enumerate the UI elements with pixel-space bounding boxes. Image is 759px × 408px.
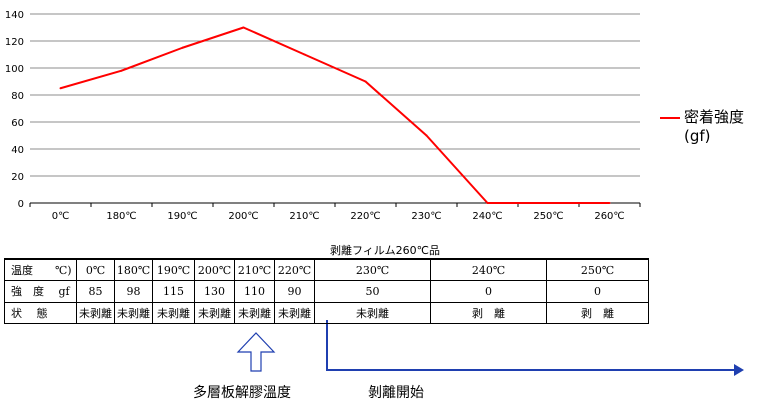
- data-point: [303, 53, 306, 56]
- table-cell: 240℃: [430, 258, 547, 282]
- annotation-arrows: [236, 320, 744, 376]
- table-cell: 剥 離: [430, 301, 547, 325]
- data-table: 温度 ℃) 0℃ 180℃ 190℃ 200℃ 210℃ 220℃ 230℃ 240℃ 250℃ 強…: [4, 258, 649, 325]
- data-point: [547, 202, 550, 204]
- delamination-temp-label: 多層板解膠溫度: [193, 385, 291, 401]
- data-point: [364, 80, 367, 83]
- up-arrow-icon: [236, 332, 276, 372]
- y-tick-label: 20: [11, 172, 24, 183]
- x-tick-label: 0℃: [52, 211, 70, 222]
- table-row: 状 態未剥離 未剥離 未剥離 未剥離 未剥離 未剥離 未剥離剥 離剥 離: [4, 301, 649, 325]
- y-axis: 0 20 40 60 80 100 120 140: [5, 10, 24, 210]
- table-cell: 180℃: [114, 258, 153, 282]
- row-header: 強 度 gf: [4, 280, 77, 303]
- table-cell: 未剥離: [314, 301, 431, 325]
- table-cell: 220℃: [274, 258, 315, 282]
- table-caption: 剥離フィルム260℃品: [330, 244, 440, 257]
- y-tick-label: 120: [5, 37, 24, 48]
- legend-label-line1: 密着強度: [684, 108, 745, 126]
- y-tick-label: 60: [11, 118, 24, 129]
- x-tick-label: 190℃: [167, 211, 197, 222]
- table-cell: 未剥離: [152, 301, 195, 325]
- table-cell: 未剥離: [234, 301, 275, 325]
- x-tick-label: 240℃: [472, 211, 502, 222]
- peel-start-label: 剝離開始: [368, 385, 424, 401]
- table-cell: 50: [314, 280, 431, 303]
- x-tick-label: 220℃: [350, 211, 380, 222]
- chart-series: [59, 26, 611, 204]
- x-tick-label: 210℃: [289, 211, 319, 222]
- table-cell: 130: [194, 280, 235, 303]
- table-cell: 210℃: [234, 258, 275, 282]
- chart-legend: 密着強度 (gf): [660, 108, 759, 146]
- table-row: 温度 ℃) 0℃ 180℃ 190℃ 200℃ 210℃ 220℃ 230℃ 240℃ 250℃: [4, 258, 649, 282]
- x-tick-label: 230℃: [411, 211, 441, 222]
- x-tick-label: 250℃: [533, 211, 563, 222]
- table-cell: 0: [430, 280, 547, 303]
- data-point: [181, 46, 184, 49]
- data-point: [486, 202, 489, 204]
- series-line: [60, 26, 610, 204]
- table-cell: 110: [234, 280, 275, 303]
- y-tick-label: 140: [5, 10, 24, 21]
- table-cell: 未剥離: [76, 301, 115, 325]
- table-cell: 200℃: [194, 258, 235, 282]
- table-cell: 90: [274, 280, 315, 303]
- table-cell: 85: [76, 280, 115, 303]
- x-axis: 0℃ 180℃ 190℃ 200℃ 210℃ 220℃ 230℃ 240℃ 250℃ 260℃: [29, 202, 641, 222]
- data-point: [425, 134, 428, 137]
- legend-label: 密着強度 (gf): [684, 108, 759, 146]
- table-cell: 190℃: [152, 258, 195, 282]
- x-tick-label: 200℃: [228, 211, 258, 222]
- table-cell: 未剥離: [194, 301, 235, 325]
- y-tick-label: 100: [5, 64, 24, 75]
- x-tick-label: 260℃: [594, 211, 624, 222]
- y-tick-label: 40: [11, 145, 24, 156]
- table-cell: 0: [546, 280, 649, 303]
- row-header: 状 態: [4, 301, 77, 325]
- data-point: [242, 26, 245, 29]
- chart-gridlines: [30, 13, 640, 204]
- table-cell: 未剥離: [274, 301, 315, 325]
- right-arrow-line: [326, 320, 738, 371]
- y-tick-label: 80: [11, 91, 24, 102]
- table-cell: 230℃: [314, 258, 431, 282]
- data-point: [120, 69, 123, 72]
- data-point: [59, 87, 62, 90]
- row-header: 温度 ℃): [4, 258, 77, 282]
- table-cell: 250℃: [546, 258, 649, 282]
- table-row: 強 度 gf 85 98 115 130 110 90 50 0 0: [4, 280, 649, 303]
- table-cell: 98: [114, 280, 153, 303]
- legend-label-line2: (gf): [684, 127, 711, 145]
- right-arrow-icon: [734, 364, 744, 376]
- table-cell: 115: [152, 280, 195, 303]
- legend-swatch: [660, 117, 680, 119]
- data-point: [608, 202, 611, 204]
- y-tick-label: 0: [18, 199, 24, 210]
- table-cell: 未剥離: [114, 301, 153, 325]
- table-cell: 剥 離: [546, 301, 649, 325]
- x-tick-label: 180℃: [106, 211, 136, 222]
- table-cell: 0℃: [76, 258, 115, 282]
